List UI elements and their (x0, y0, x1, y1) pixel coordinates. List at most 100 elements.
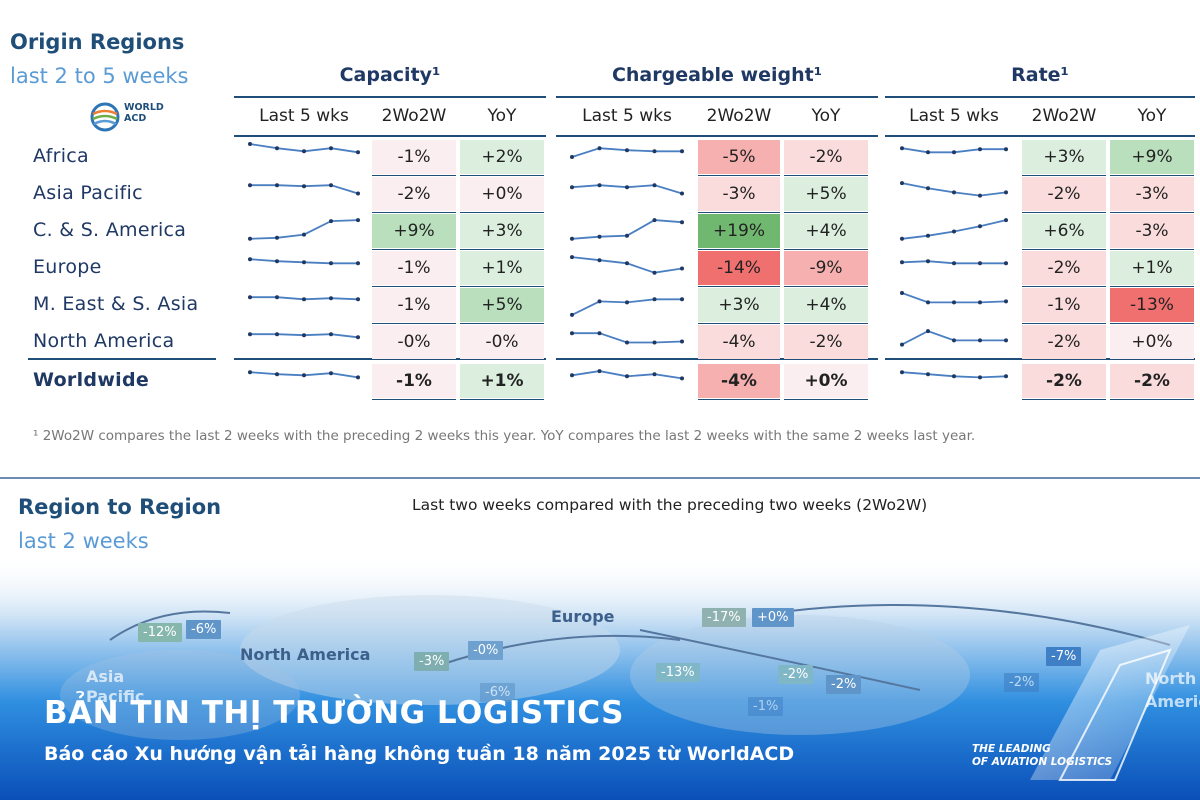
rate-col-header: YoY (1137, 106, 1167, 126)
rate-col-header: Last 5 wks (909, 106, 999, 126)
sparkline-point (248, 257, 252, 262)
row-separator (460, 323, 544, 324)
sparkline-point (680, 149, 684, 154)
sparkline-point (248, 142, 252, 146)
row-separator (1110, 175, 1194, 176)
sparkline-point (302, 260, 306, 265)
region-label: Worldwide (33, 369, 150, 391)
rate-yoy-cell: +1% (1110, 251, 1194, 285)
sparkline-point (652, 297, 657, 302)
row-separator (784, 399, 868, 400)
sparkline-point (926, 329, 930, 334)
capacity-yoy-cell: +1% (460, 251, 544, 285)
sparkline-point (1004, 299, 1008, 304)
sparkline-path (901, 219, 1007, 240)
row-separator (698, 399, 780, 400)
region-label: North America (33, 330, 175, 352)
row-separator (372, 249, 456, 250)
globe-logo-icon (90, 102, 120, 132)
region-label: Africa (33, 145, 89, 167)
sparkline-point (302, 184, 306, 189)
chargeable-weight-header-rule (556, 135, 878, 137)
rate-2wo2w-cell: -2% (1022, 177, 1106, 211)
capacity-col-header: Last 5 wks (259, 106, 349, 126)
map-value-pill: -12% (138, 623, 182, 642)
chargeable-weight-sparkline (570, 331, 684, 345)
map-value-pill: -13% (656, 663, 700, 682)
capacity-header-rule (234, 135, 546, 137)
map-label-americ: Americ (1145, 692, 1200, 711)
sparkline-point (248, 332, 252, 337)
row-separator (460, 249, 544, 250)
sparkline-point (900, 370, 904, 375)
row-separator (1110, 323, 1194, 324)
sparkline-point (570, 373, 574, 378)
sparkline-point (248, 370, 252, 375)
capacity-top-rule (234, 96, 546, 98)
sparkline-point (356, 218, 360, 223)
sparkline-point (952, 338, 956, 343)
sparkline-point (275, 372, 279, 377)
chargeable-weight-2wo2w-cell: -5% (698, 140, 780, 174)
row-separator (1110, 399, 1194, 400)
sparkline-point (329, 332, 333, 337)
sparkline-point (597, 331, 602, 336)
sparkline-point (329, 183, 333, 188)
sparkline-point (900, 291, 904, 295)
row-separator (372, 212, 456, 213)
sparkline-point (625, 300, 629, 305)
sparkline-point (356, 375, 360, 380)
sparkline-point (926, 233, 930, 238)
rate-header-rule (885, 135, 1195, 137)
capacity-sparkline (248, 370, 360, 380)
sparkline-point (1004, 218, 1008, 223)
row-separator (1022, 175, 1106, 176)
rate-2wo2w-cell: +6% (1022, 214, 1106, 248)
sparkline-point (275, 146, 279, 151)
brand-tagline-line2: OF AVIATION LOGISTICS (972, 756, 1113, 768)
sparkline-point (926, 186, 930, 191)
sparkline-point (900, 236, 904, 241)
sparkline-point (302, 373, 306, 378)
rate-col-header: 2Wo2W (1031, 106, 1097, 126)
rate-sparkline (900, 329, 1008, 347)
rate-sparkline (900, 370, 1008, 380)
sparkline-point (302, 297, 306, 302)
row-separator (784, 286, 868, 287)
chargeable-weight-yoy-cell: +4% (784, 214, 868, 248)
map-value-pill: +0% (752, 608, 794, 627)
sparkline-point (570, 312, 574, 317)
chargeable-weight-yoy-cell: -9% (784, 251, 868, 285)
capacity-2wo2w-cell: -1% (372, 288, 456, 322)
row-separator (1022, 212, 1106, 213)
rate-total-rule (885, 358, 1195, 360)
brand-tagline-line1: THE LEADING (972, 743, 1051, 755)
sparkline-point (570, 331, 574, 336)
sparkline-point (329, 371, 333, 376)
region-label: M. East & S. Asia (33, 293, 199, 315)
sparkline-point (248, 295, 252, 300)
rate-sparkline (900, 259, 1008, 266)
logo-line1: WORLD (124, 102, 164, 113)
sparkline-point (625, 233, 629, 238)
rate-group-title: Rate¹ (1011, 64, 1069, 86)
sparkline-point (680, 191, 684, 196)
row-separator (698, 286, 780, 287)
sparkline-point (302, 149, 306, 154)
chargeable-weight-yoy-cell: +5% (784, 177, 868, 211)
sparkline-point (900, 342, 904, 347)
chargeable-weight-group-title: Chargeable weight¹ (611, 64, 823, 86)
region-to-region-description: Last two weeks compared with the precedi… (412, 496, 928, 514)
sparkline-point (625, 340, 629, 345)
capacity-2wo2w-cell: -1% (372, 364, 456, 398)
map-label-north: North (1145, 669, 1197, 688)
row-separator (784, 212, 868, 213)
sparkline-point (926, 259, 930, 264)
chargeable-weight-sparkline (570, 183, 684, 196)
chargeable-weight-sparkline (570, 297, 684, 317)
sparkline-point (652, 270, 657, 275)
capacity-2wo2w-cell: -0% (372, 325, 456, 359)
chargeable-weight-top-rule (556, 96, 878, 98)
capacity-2wo2w-cell: -1% (372, 251, 456, 285)
row-separator (1110, 249, 1194, 250)
